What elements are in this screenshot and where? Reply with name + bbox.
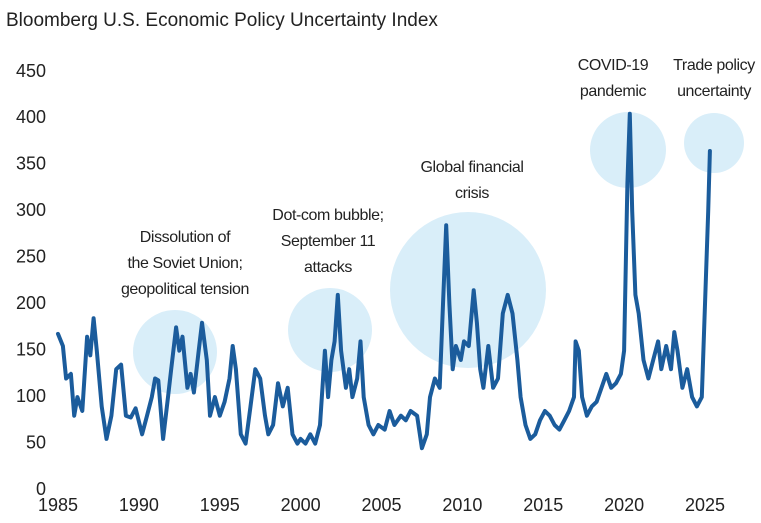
x-tick-label: 2025 xyxy=(685,495,725,515)
chart-title: Bloomberg U.S. Economic Policy Uncertain… xyxy=(6,10,438,31)
y-tick-label: 150 xyxy=(16,339,46,359)
annotation: Trade policy xyxy=(673,57,755,74)
line xyxy=(56,111,712,451)
annotation: Global financial xyxy=(421,159,524,176)
annotation: the Soviet Union; xyxy=(127,255,242,272)
highlight-circle xyxy=(288,288,372,372)
x-tick-label: 2000 xyxy=(281,495,321,515)
highlight-circles xyxy=(133,112,744,394)
annotation: uncertainty xyxy=(677,83,751,100)
x-tick-label: 2005 xyxy=(361,495,401,515)
annotation: geopolitical tension xyxy=(121,281,249,298)
annotation: Dissolution of xyxy=(140,229,231,246)
y-tick-label: 100 xyxy=(16,386,46,406)
y-tick-label: 350 xyxy=(16,154,46,174)
x-tick-label: 1995 xyxy=(200,495,240,515)
x-tick-label: 2010 xyxy=(442,495,482,515)
annotation: September 11 xyxy=(281,233,376,250)
x-tick-label: 1985 xyxy=(38,495,78,515)
y-tick-label: 200 xyxy=(16,293,46,313)
annotation: pandemic xyxy=(580,83,647,100)
highlight-circle xyxy=(390,212,546,368)
y-tick-label: 400 xyxy=(16,107,46,127)
annotation: attacks xyxy=(304,259,352,276)
x-tick-label: 2020 xyxy=(604,495,644,515)
y-tick-label: 450 xyxy=(16,61,46,81)
y-tick-label: 250 xyxy=(16,247,46,267)
y-tick-label: 0 xyxy=(36,479,46,499)
y-tick-label: 50 xyxy=(26,432,46,452)
annotation: crisis xyxy=(455,185,489,202)
y-tick-label: 300 xyxy=(16,200,46,220)
annotation: Dot-com bubble; xyxy=(272,207,383,224)
annotation: COVID-19 xyxy=(578,57,649,74)
x-tick-label: 1990 xyxy=(119,495,159,515)
x-tick-label: 2015 xyxy=(523,495,563,515)
highlight-circle xyxy=(684,113,744,173)
